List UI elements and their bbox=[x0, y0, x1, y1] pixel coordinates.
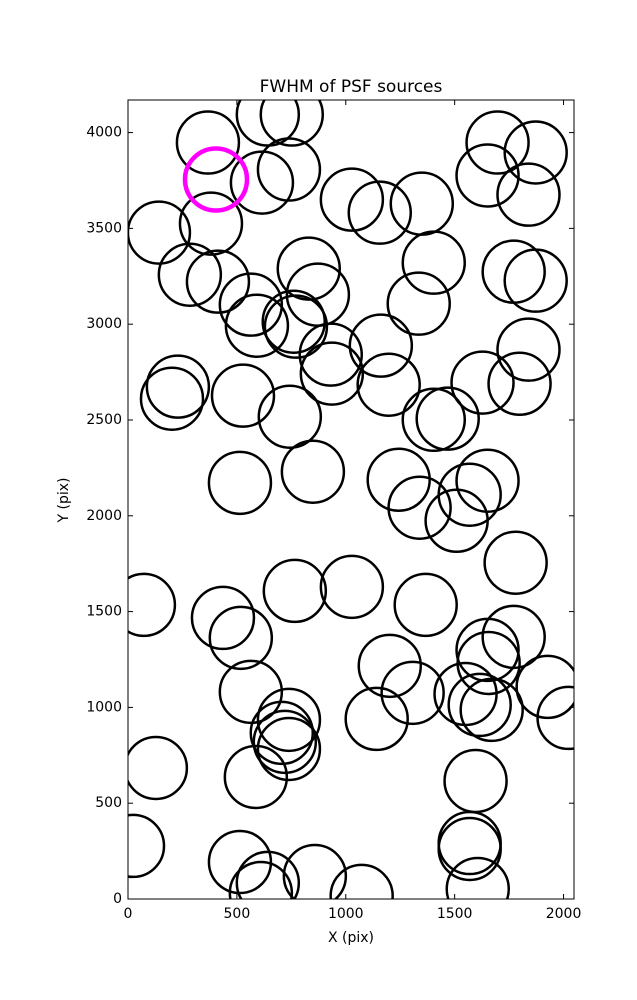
x-tick-label: 1000 bbox=[328, 906, 364, 922]
source-circle bbox=[208, 605, 274, 671]
source-circle bbox=[190, 585, 256, 651]
source-circle bbox=[437, 810, 502, 876]
source-circle bbox=[445, 856, 510, 899]
y-axis-label: Y (pix) bbox=[56, 478, 72, 524]
y-tick-label: 1500 bbox=[86, 604, 122, 620]
source-circle bbox=[218, 272, 284, 337]
source-circle bbox=[178, 191, 244, 256]
source-circle bbox=[455, 448, 520, 513]
source-circle bbox=[401, 230, 467, 295]
source-circle bbox=[447, 672, 512, 738]
source-circle bbox=[128, 813, 166, 879]
source-circle bbox=[282, 843, 348, 899]
x-axis-label: X (pix) bbox=[328, 930, 374, 946]
source-circle bbox=[223, 744, 289, 810]
x-tick-label: 2000 bbox=[546, 906, 582, 922]
plot-frame bbox=[127, 99, 575, 900]
source-circle bbox=[139, 366, 205, 431]
source-circle bbox=[249, 700, 314, 766]
source-circle bbox=[261, 289, 326, 354]
y-tick-label: 0 bbox=[113, 891, 122, 907]
source-circle bbox=[393, 572, 458, 638]
source-circle bbox=[128, 200, 192, 265]
source-circle bbox=[437, 816, 502, 882]
source-circle bbox=[386, 271, 451, 336]
y-tick-label: 1000 bbox=[86, 699, 122, 715]
source-circle bbox=[228, 860, 294, 899]
source-circle bbox=[280, 439, 346, 504]
source-circle bbox=[235, 850, 301, 899]
source-circle bbox=[128, 572, 177, 638]
source-circle bbox=[276, 236, 342, 301]
source-circle bbox=[347, 180, 412, 245]
source-circle bbox=[182, 146, 250, 213]
source-circle bbox=[185, 249, 251, 314]
x-tick-label: 1500 bbox=[437, 906, 473, 922]
x-tick-label: 0 bbox=[124, 906, 133, 922]
source-circle bbox=[145, 354, 211, 419]
source-circle bbox=[344, 686, 409, 752]
source-circle bbox=[299, 341, 365, 406]
source-circle bbox=[455, 617, 520, 683]
source-circle bbox=[496, 162, 561, 227]
y-tick-label: 3500 bbox=[86, 220, 122, 236]
source-circle bbox=[443, 748, 508, 814]
source-circle bbox=[401, 387, 467, 453]
x-tick-label: 500 bbox=[224, 906, 251, 922]
source-circle bbox=[356, 352, 421, 417]
source-circle bbox=[483, 530, 548, 595]
source-circle bbox=[357, 633, 423, 699]
source-circle bbox=[157, 242, 223, 307]
y-tick-label: 4000 bbox=[86, 125, 122, 141]
source-circle bbox=[496, 317, 561, 382]
source-circle bbox=[503, 248, 568, 313]
source-circle bbox=[366, 447, 431, 513]
source-circle bbox=[128, 735, 189, 801]
source-circle bbox=[207, 450, 273, 516]
source-circle bbox=[256, 137, 322, 202]
y-tick-label: 3000 bbox=[86, 316, 122, 332]
source-circle bbox=[252, 709, 318, 775]
source-circle bbox=[515, 654, 574, 720]
source-circle bbox=[257, 384, 323, 449]
chart-title: FWHM of PSF sources bbox=[260, 77, 443, 97]
y-tick-label: 500 bbox=[95, 795, 122, 811]
source-circle bbox=[298, 322, 363, 387]
source-circle bbox=[229, 150, 295, 215]
source-circle bbox=[455, 143, 520, 208]
source-circle bbox=[175, 110, 241, 175]
source-circle bbox=[380, 660, 445, 726]
source-circle bbox=[387, 475, 452, 540]
plot-area bbox=[128, 100, 574, 899]
source-circle bbox=[262, 558, 328, 624]
source-circle bbox=[415, 386, 480, 451]
source-circle bbox=[459, 677, 524, 743]
source-circle bbox=[256, 687, 322, 753]
y-tick-label: 2000 bbox=[86, 508, 122, 524]
source-circle bbox=[224, 293, 290, 358]
source-circle bbox=[207, 829, 273, 895]
source-circle bbox=[424, 488, 489, 554]
source-circle bbox=[210, 363, 276, 428]
source-circle bbox=[218, 659, 284, 725]
source-circle bbox=[319, 554, 385, 620]
source-circle bbox=[450, 350, 515, 415]
source-circle bbox=[259, 100, 325, 147]
source-circle bbox=[256, 716, 322, 782]
source-circle bbox=[348, 313, 414, 378]
source-circle bbox=[487, 351, 552, 417]
source-circle bbox=[389, 171, 455, 236]
source-circle bbox=[465, 110, 530, 175]
source-circle bbox=[329, 863, 394, 899]
source-circle bbox=[503, 120, 568, 185]
source-circle bbox=[536, 685, 574, 751]
y-tick-label: 2500 bbox=[86, 412, 122, 428]
source-circle bbox=[319, 167, 385, 232]
